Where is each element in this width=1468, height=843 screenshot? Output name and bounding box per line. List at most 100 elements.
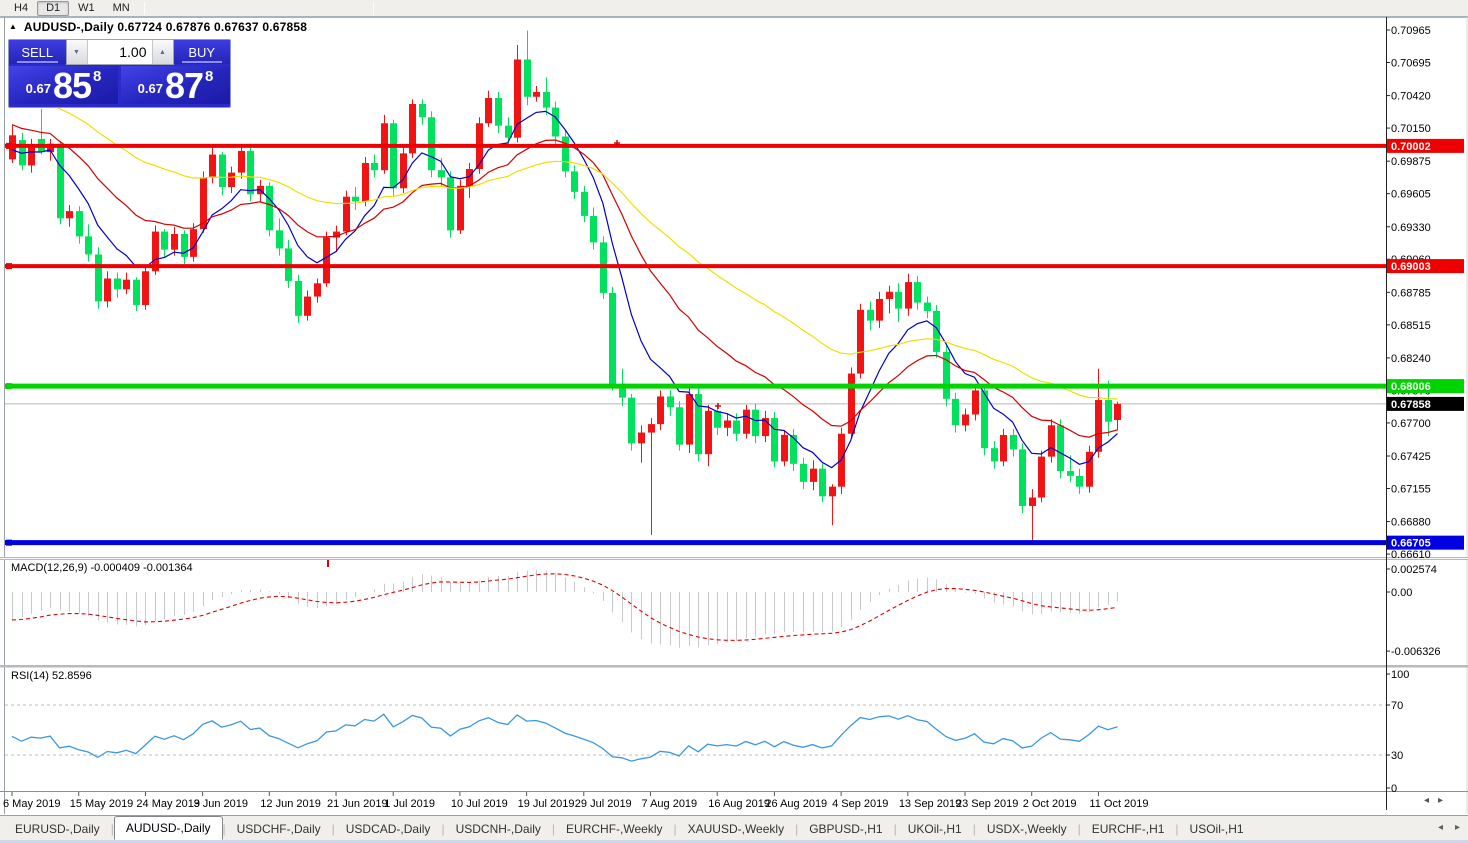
triangle-down-icon: ▼ bbox=[73, 48, 80, 56]
svg-text:11 Oct 2019: 11 Oct 2019 bbox=[1089, 798, 1148, 810]
svg-text:-0.006326: -0.006326 bbox=[1391, 646, 1441, 658]
tab-separator: | bbox=[222, 822, 226, 836]
volume-input[interactable] bbox=[87, 40, 152, 64]
svg-text:23 Sep 2019: 23 Sep 2019 bbox=[956, 798, 1018, 810]
hline-handle[interactable] bbox=[6, 383, 12, 390]
tab-scroll-arrows: ◂ ▸ bbox=[1438, 822, 1460, 833]
volume-control: ▼ ▲ bbox=[65, 39, 174, 65]
chart-title: AUDUSD-,Daily 0.67724 0.67876 0.67637 0.… bbox=[23, 20, 308, 34]
svg-text:0.68240: 0.68240 bbox=[1391, 353, 1431, 365]
moving-average-line-8 bbox=[11, 110, 1118, 469]
sell-price-button[interactable]: 0.67 85 8 bbox=[9, 66, 118, 104]
svg-text:2 Oct 2019: 2 Oct 2019 bbox=[1023, 798, 1077, 810]
volume-decrease-button[interactable]: ▼ bbox=[66, 40, 88, 64]
svg-text:0.70695: 0.70695 bbox=[1391, 57, 1431, 69]
tab-separator: | bbox=[972, 822, 976, 836]
one-click-trading-panel: SELL ▼ ▲ BUY 0.67 85 8 0.67 87 8 bbox=[8, 39, 231, 108]
tab-scroll-left-icon[interactable]: ◂ bbox=[1437, 822, 1443, 833]
svg-text:3 Jun 2019: 3 Jun 2019 bbox=[194, 798, 248, 810]
svg-text:16 Aug 2019: 16 Aug 2019 bbox=[708, 798, 770, 810]
macd-top-marker bbox=[327, 560, 329, 567]
svg-text:0.69330: 0.69330 bbox=[1391, 222, 1431, 234]
svg-text:0.69605: 0.69605 bbox=[1391, 189, 1431, 201]
svg-text:0.67425: 0.67425 bbox=[1391, 451, 1431, 463]
timeframe-button-w1[interactable]: W1 bbox=[69, 1, 104, 16]
macd-indicator: 0.002574 0.00 -0.006326 bbox=[11, 560, 1441, 658]
sell-button[interactable]: SELL bbox=[9, 40, 66, 64]
svg-text:24 May 2019: 24 May 2019 bbox=[136, 798, 200, 810]
period-toolbar: H4 D1 W1 MN bbox=[0, 0, 1468, 17]
svg-text:0.66705: 0.66705 bbox=[1391, 538, 1431, 550]
tab-separator: | bbox=[331, 822, 335, 836]
hline-handle[interactable] bbox=[6, 142, 12, 149]
cross-marker bbox=[614, 140, 620, 146]
chart-tab-usdx-weekly[interactable]: USDX-,Weekly bbox=[986, 822, 1067, 836]
svg-text:0.00: 0.00 bbox=[1391, 587, 1412, 599]
chart-tab-audusd-daily[interactable]: AUDUSD-,Daily bbox=[113, 816, 223, 840]
svg-text:29 Jul 2019: 29 Jul 2019 bbox=[575, 798, 632, 810]
svg-text:0.69875: 0.69875 bbox=[1391, 156, 1431, 168]
rsi-line bbox=[11, 713, 1118, 762]
tab-separator: | bbox=[551, 822, 556, 836]
buy-button[interactable]: BUY bbox=[173, 40, 230, 64]
chart-tab-usdcad-daily[interactable]: USDCAD-,Daily bbox=[345, 822, 431, 836]
pane-separator[interactable] bbox=[0, 665, 1468, 668]
svg-text:0.68785: 0.68785 bbox=[1391, 287, 1431, 299]
tab-separator: | bbox=[795, 822, 799, 836]
scroll-left-icon[interactable]: ◂ bbox=[1424, 795, 1430, 806]
sell-price-prefix: 0.67 bbox=[25, 81, 51, 96]
chart-tab-usoil-h1[interactable]: USOil-,H1 bbox=[1189, 822, 1244, 836]
svg-text:0.70420: 0.70420 bbox=[1391, 91, 1431, 103]
svg-text:0.68515: 0.68515 bbox=[1391, 320, 1431, 332]
svg-text:0.66880: 0.66880 bbox=[1391, 517, 1431, 529]
svg-text:0.70150: 0.70150 bbox=[1391, 123, 1431, 135]
chart-tab-usdchf-daily[interactable]: USDCHF-,Daily bbox=[236, 822, 321, 836]
toolbar-separator bbox=[143, 1, 145, 15]
svg-text:15 May 2019: 15 May 2019 bbox=[70, 798, 134, 810]
svg-text:6 May 2019: 6 May 2019 bbox=[3, 798, 60, 810]
price-axis: 0.70965 0.70695 0.70420 0.70150 0.69875 0.696… bbox=[1386, 25, 1464, 561]
svg-text:0.67155: 0.67155 bbox=[1391, 483, 1431, 495]
sell-price-big: 85 bbox=[52, 65, 92, 107]
hline-handle[interactable] bbox=[6, 263, 12, 270]
svg-text:13 Sep 2019: 13 Sep 2019 bbox=[899, 798, 961, 810]
tab-scroll-right-icon[interactable]: ▸ bbox=[1454, 822, 1460, 833]
buy-price-button[interactable]: 0.67 87 8 bbox=[121, 66, 230, 104]
svg-text:0.69003: 0.69003 bbox=[1391, 261, 1431, 273]
collapse-arrow-icon[interactable]: ▲ bbox=[9, 22, 17, 31]
chart-tab-xauusd-weekly[interactable]: XAUUSD-,Weekly bbox=[687, 822, 785, 836]
timeframe-button-mn[interactable]: MN bbox=[104, 1, 139, 16]
svg-text:26 Aug 2019: 26 Aug 2019 bbox=[765, 798, 827, 810]
svg-text:0.67700: 0.67700 bbox=[1391, 418, 1431, 430]
timeframe-button-h4[interactable]: H4 bbox=[5, 1, 37, 16]
chart-tab-ukoil-h1[interactable]: UKOil-,H1 bbox=[907, 822, 962, 836]
hline-handle[interactable] bbox=[6, 539, 12, 546]
chart-tab-eurchf-h1[interactable]: EURCHF-,H1 bbox=[1091, 822, 1165, 836]
svg-text:0.67858: 0.67858 bbox=[1391, 399, 1431, 411]
cross-marker bbox=[715, 403, 721, 409]
chart-tab-gbpusd-h1[interactable]: GBPUSD-,H1 bbox=[809, 822, 883, 836]
timeframe-button-d1[interactable]: D1 bbox=[37, 0, 70, 16]
chart-tab-usdcnh-daily[interactable]: USDCNH-,Daily bbox=[455, 822, 541, 836]
svg-text:1 Jul 2019: 1 Jul 2019 bbox=[384, 798, 435, 810]
buy-price-prefix: 0.67 bbox=[137, 81, 163, 96]
chart-tab-eurusd-daily[interactable]: EURUSD-,Daily bbox=[15, 822, 100, 836]
buy-price-big: 87 bbox=[164, 65, 204, 107]
chart-tab-eurchf-weekly[interactable]: EURCHF-,Weekly bbox=[566, 822, 663, 836]
toolbar-separator bbox=[372, 1, 374, 15]
svg-text:0.66610: 0.66610 bbox=[1391, 549, 1431, 561]
scroll-right-icon[interactable]: ▸ bbox=[1438, 795, 1444, 806]
svg-text:0.70002: 0.70002 bbox=[1391, 141, 1431, 153]
svg-text:12 Jun 2019: 12 Jun 2019 bbox=[260, 798, 321, 810]
svg-text:30: 30 bbox=[1391, 750, 1403, 762]
volume-increase-button[interactable]: ▲ bbox=[151, 40, 173, 64]
current-price-label bbox=[1387, 396, 1464, 411]
rsi-label: RSI(14) 52.8596 bbox=[11, 670, 92, 682]
chart-header: ▲ AUDUSD-,Daily 0.67724 0.67876 0.67637 … bbox=[9, 20, 307, 34]
tab-separator: | bbox=[1077, 822, 1081, 836]
chart-scroll-arrows: ◂ ▸ bbox=[1424, 795, 1443, 806]
tab-separator: | bbox=[110, 822, 114, 836]
macd-signal-line bbox=[11, 573, 1118, 641]
